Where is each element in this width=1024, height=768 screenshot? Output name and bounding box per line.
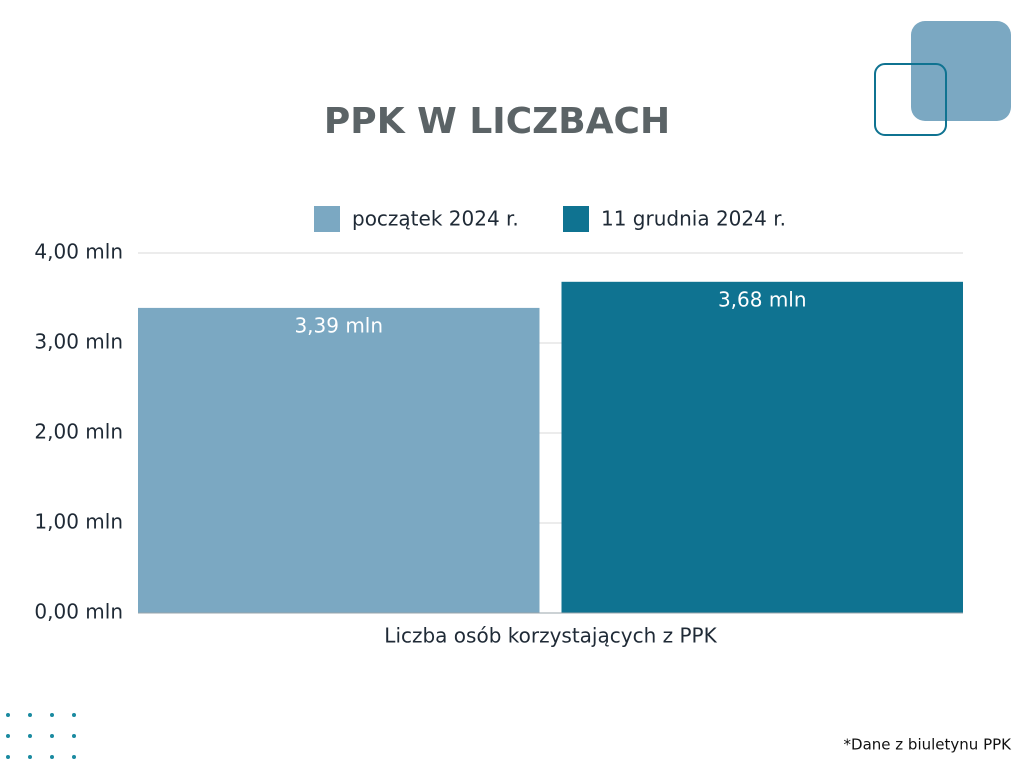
decoration-outline <box>874 63 947 136</box>
dot <box>72 734 76 738</box>
x-tick-label: Liczba osób korzystających z PPK <box>384 624 717 648</box>
dot <box>72 755 76 759</box>
dot <box>28 713 32 717</box>
legend-swatch <box>314 206 340 232</box>
dot <box>6 734 10 738</box>
dot <box>28 755 32 759</box>
y-tick-label: 3,00 mln <box>34 330 123 354</box>
bar-value-label: 3,39 mln <box>294 313 383 337</box>
decoration-square <box>911 21 1011 121</box>
y-tick-label: 2,00 mln <box>34 420 123 444</box>
dot <box>50 755 54 759</box>
footnote: *Dane z biuletynu PPK <box>844 736 1013 754</box>
legend-swatch <box>563 206 589 232</box>
dot <box>6 713 10 717</box>
bar <box>561 281 963 613</box>
dot <box>50 713 54 717</box>
decoration-dots <box>6 713 76 759</box>
bar-value-label: 3,68 mln <box>718 287 807 311</box>
dot <box>72 713 76 717</box>
chart-title: PPK W LICZBACH <box>324 101 670 142</box>
dot <box>28 734 32 738</box>
y-tick-label: 1,00 mln <box>34 510 123 534</box>
bar <box>138 307 540 613</box>
y-tick-label: 0,00 mln <box>34 600 123 624</box>
legend-label: 11 grudnia 2024 r. <box>601 207 786 231</box>
legend-label: początek 2024 r. <box>352 207 519 231</box>
dot <box>6 755 10 759</box>
y-tick-label: 4,00 mln <box>34 240 123 264</box>
dot <box>50 734 54 738</box>
